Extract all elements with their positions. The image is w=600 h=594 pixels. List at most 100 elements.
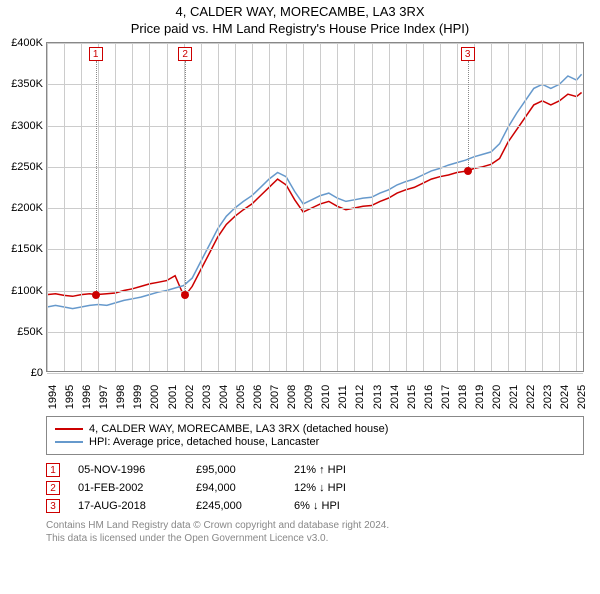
x-axis-label: 2014 (389, 385, 401, 409)
event-price: £95,000 (196, 464, 276, 476)
legend-swatch (55, 428, 83, 430)
marker-dot (464, 167, 472, 175)
x-axis-label: 1995 (64, 385, 76, 409)
event-number-box: 3 (46, 499, 60, 513)
marker-number-box: 3 (461, 47, 475, 61)
x-axis-label: 2023 (542, 385, 554, 409)
gridline-x (64, 43, 65, 371)
gridline-x (389, 43, 390, 371)
x-axis-label: 2005 (235, 385, 247, 409)
gridline-x (201, 43, 202, 371)
gridline-x (525, 43, 526, 371)
y-axis-label: £350K (11, 78, 43, 90)
gridline-x (286, 43, 287, 371)
gridline-x (372, 43, 373, 371)
gridline-x (542, 43, 543, 371)
x-axis-label: 2022 (525, 385, 537, 409)
marker-dot (181, 291, 189, 299)
x-axis-label: 2009 (303, 385, 315, 409)
gridline-y (47, 332, 583, 333)
marker-number-box: 1 (89, 47, 103, 61)
y-axis-label: £250K (11, 161, 43, 173)
gridline-x (269, 43, 270, 371)
events-table: 105-NOV-1996£95,00021% ↑ HPI201-FEB-2002… (46, 463, 584, 513)
gridline-x (252, 43, 253, 371)
x-axis-label: 2000 (149, 385, 161, 409)
event-pct: 12% ↓ HPI (294, 482, 394, 494)
legend-item: HPI: Average price, detached house, Lanc… (55, 436, 575, 448)
gridline-x (167, 43, 168, 371)
x-axis-label: 2002 (184, 385, 196, 409)
x-axis-label: 2018 (457, 385, 469, 409)
gridline-y (47, 126, 583, 127)
event-date: 01-FEB-2002 (78, 482, 178, 494)
gridline-y (47, 84, 583, 85)
gridline-y (47, 208, 583, 209)
x-axis-label: 2001 (167, 385, 179, 409)
gridline-y (47, 291, 583, 292)
chart-subtitle: Price paid vs. HM Land Registry's House … (0, 21, 600, 36)
x-axis-label: 1994 (47, 385, 59, 409)
x-axis-label: 2008 (286, 385, 298, 409)
gridline-x (576, 43, 577, 371)
chart-container: 4, CALDER WAY, MORECAMBE, LA3 3RX Price … (0, 4, 600, 594)
x-axis-label: 2015 (406, 385, 418, 409)
x-axis-label: 2017 (440, 385, 452, 409)
footer-line-1: Contains HM Land Registry data © Crown c… (46, 519, 584, 532)
gridline-x (98, 43, 99, 371)
gridline-y (47, 373, 583, 374)
gridline-x (337, 43, 338, 371)
x-axis-label: 2003 (201, 385, 213, 409)
footer-attribution: Contains HM Land Registry data © Crown c… (46, 519, 584, 545)
gridline-x (406, 43, 407, 371)
x-axis-label: 2021 (508, 385, 520, 409)
y-axis-label: £50K (17, 326, 43, 338)
x-axis-label: 2019 (474, 385, 486, 409)
event-date: 17-AUG-2018 (78, 500, 178, 512)
event-price: £94,000 (196, 482, 276, 494)
gridline-x (303, 43, 304, 371)
gridline-x (354, 43, 355, 371)
event-pct: 21% ↑ HPI (294, 464, 394, 476)
x-axis-label: 2004 (218, 385, 230, 409)
marker-line (468, 61, 469, 171)
chart-area: £0£50K£100K£150K£200K£250K£300K£350K£400… (46, 42, 584, 372)
x-axis-label: 2020 (491, 385, 503, 409)
x-axis-label: 2016 (423, 385, 435, 409)
gridline-x (132, 43, 133, 371)
x-axis-label: 2010 (320, 385, 332, 409)
x-axis-label: 2013 (372, 385, 384, 409)
x-axis-label: 2007 (269, 385, 281, 409)
legend-swatch (55, 441, 83, 443)
gridline-x (115, 43, 116, 371)
legend-box: 4, CALDER WAY, MORECAMBE, LA3 3RX (detac… (46, 416, 584, 455)
gridline-x (559, 43, 560, 371)
marker-number-box: 2 (178, 47, 192, 61)
x-axis-label: 2024 (559, 385, 571, 409)
gridline-y (47, 167, 583, 168)
gridline-y (47, 43, 583, 44)
legend-item: 4, CALDER WAY, MORECAMBE, LA3 3RX (detac… (55, 423, 575, 435)
x-axis-label: 2011 (337, 385, 349, 409)
x-axis-label: 1996 (81, 385, 93, 409)
x-axis-label: 1998 (115, 385, 127, 409)
marker-dot (92, 291, 100, 299)
x-axis-label: 1997 (98, 385, 110, 409)
gridline-x (149, 43, 150, 371)
event-number-box: 2 (46, 481, 60, 495)
chart-title: 4, CALDER WAY, MORECAMBE, LA3 3RX (0, 4, 600, 19)
y-axis-label: £0 (31, 367, 43, 379)
y-axis-label: £100K (11, 285, 43, 297)
x-axis-label: 2025 (576, 385, 588, 409)
legend-label: 4, CALDER WAY, MORECAMBE, LA3 3RX (detac… (89, 423, 388, 435)
gridline-x (218, 43, 219, 371)
event-row: 317-AUG-2018£245,0006% ↓ HPI (46, 499, 584, 513)
gridline-x (491, 43, 492, 371)
x-axis-label: 2012 (354, 385, 366, 409)
event-date: 05-NOV-1996 (78, 464, 178, 476)
gridline-x (474, 43, 475, 371)
y-axis-label: £300K (11, 120, 43, 132)
event-price: £245,000 (196, 500, 276, 512)
gridline-x (508, 43, 509, 371)
legend-label: HPI: Average price, detached house, Lanc… (89, 436, 319, 448)
